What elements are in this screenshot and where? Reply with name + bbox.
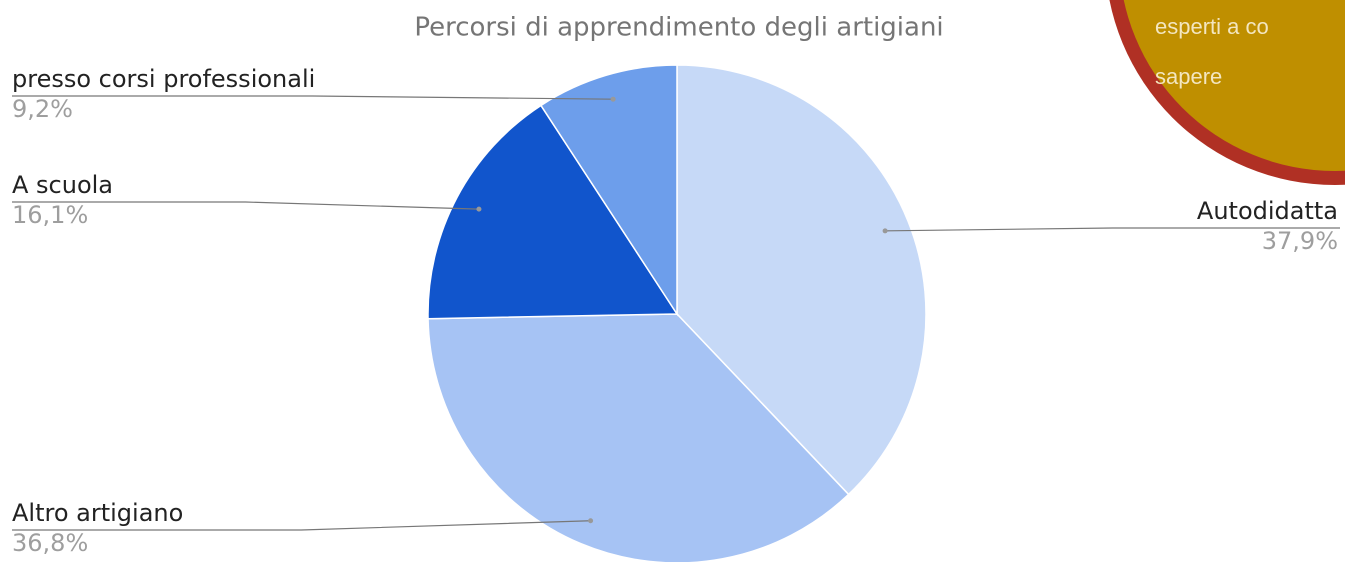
slice-value-label: 37,9% bbox=[1262, 227, 1338, 255]
leader-line bbox=[885, 227, 1340, 232]
slice-label: Altro artigiano bbox=[12, 499, 183, 527]
slice-label: presso corsi professionali bbox=[12, 65, 315, 93]
decoration-disc bbox=[1123, 0, 1345, 171]
chart-title: Percorsi di apprendimento degli artigian… bbox=[414, 13, 943, 43]
slice-label: Autodidatta bbox=[1197, 197, 1338, 225]
leader-line bbox=[12, 95, 614, 100]
pie-slice bbox=[427, 104, 679, 320]
leader-dot bbox=[476, 206, 482, 212]
decoration-text: esperti a co bbox=[1155, 14, 1269, 39]
slice-label: A scuola bbox=[12, 171, 113, 199]
slice-value-label: 9,2% bbox=[12, 95, 73, 123]
leader-line bbox=[12, 520, 591, 531]
slice-value-label: 36,8% bbox=[12, 529, 88, 557]
pie-slice bbox=[676, 64, 927, 496]
pie-slice bbox=[427, 313, 850, 562]
pie-slice bbox=[539, 64, 678, 317]
leader-dot bbox=[588, 518, 594, 524]
slice-value-label: 16,1% bbox=[12, 201, 88, 229]
leader-dot bbox=[882, 228, 888, 234]
leader-dot bbox=[610, 96, 616, 102]
decoration-text: sapere bbox=[1155, 64, 1222, 89]
leader-line bbox=[12, 201, 479, 210]
